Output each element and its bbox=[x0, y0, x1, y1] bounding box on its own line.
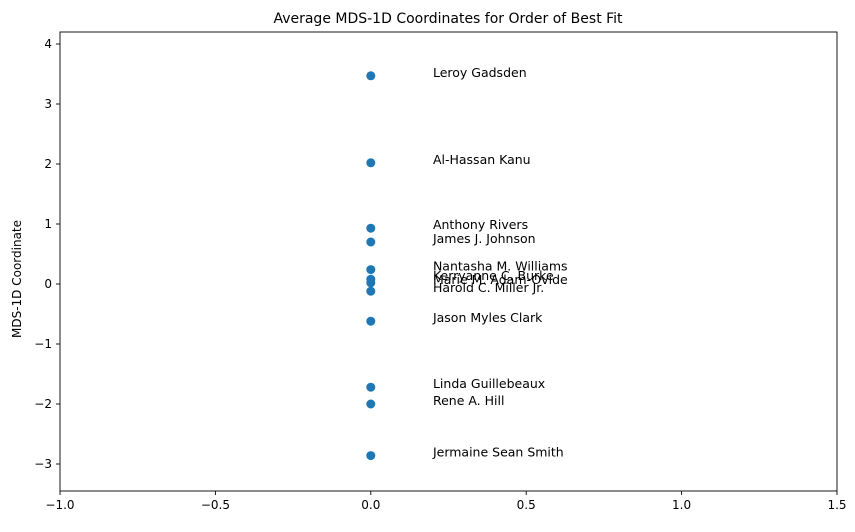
point-label: Jason Myles Clark bbox=[432, 310, 543, 325]
y-tick-label: 2 bbox=[44, 157, 52, 171]
data-point bbox=[366, 316, 376, 326]
point-label: Leroy Gadsden bbox=[433, 65, 527, 80]
point-label: Kerryanne C. Burke bbox=[433, 268, 554, 283]
x-tick-label: 0.0 bbox=[361, 498, 380, 512]
point-label: Rene A. Hill bbox=[433, 393, 505, 408]
x-tick-label: −0.5 bbox=[201, 498, 230, 512]
y-tick-label: −2 bbox=[34, 397, 52, 411]
point-label: Jermaine Sean Smith bbox=[432, 445, 564, 460]
y-tick-label: −1 bbox=[34, 337, 52, 351]
point-label: Harold C. Miller Jr. bbox=[433, 280, 544, 295]
point-label: Marie M. Adam-Ovide bbox=[433, 272, 568, 287]
plot-frame bbox=[59, 31, 838, 492]
y-tick-label: −3 bbox=[34, 457, 52, 471]
point-label: Nantasha M. Williams bbox=[433, 259, 568, 274]
point-label: James J. Johnson bbox=[432, 231, 536, 246]
y-tick-label: 0 bbox=[44, 277, 52, 291]
x-tick-label: 1.5 bbox=[827, 498, 846, 512]
data-point bbox=[366, 451, 376, 461]
plot-area: −1.0 −0.5 0.0 0.5 1.0 1.5 −3 −2 −1 0 1 2 3 4 Leroy Gad… bbox=[34, 31, 847, 512]
data-point bbox=[366, 382, 376, 392]
point-label: Anthony Rivers bbox=[433, 217, 528, 232]
x-tick-label: 0.5 bbox=[517, 498, 536, 512]
data-point bbox=[366, 286, 376, 296]
point-label: Al-Hassan Kanu bbox=[433, 152, 531, 167]
data-point bbox=[366, 265, 376, 275]
x-tick-label: −1.0 bbox=[45, 498, 74, 512]
y-tick-label: 1 bbox=[44, 217, 52, 231]
x-tick-label: 1.0 bbox=[672, 498, 691, 512]
data-point bbox=[366, 399, 376, 409]
data-point bbox=[366, 237, 376, 247]
y-axis-title: MDS-1D Coordinate bbox=[10, 220, 24, 338]
y-tick-label: 3 bbox=[44, 97, 52, 111]
y-tick-label: 4 bbox=[44, 37, 52, 51]
chart-title: Average MDS-1D Coordinates for Order of … bbox=[273, 11, 623, 27]
data-point bbox=[366, 223, 376, 233]
data-point bbox=[366, 71, 376, 81]
data-point bbox=[366, 158, 376, 168]
point-label: Linda Guillebeaux bbox=[433, 376, 545, 391]
data-point bbox=[366, 278, 376, 288]
